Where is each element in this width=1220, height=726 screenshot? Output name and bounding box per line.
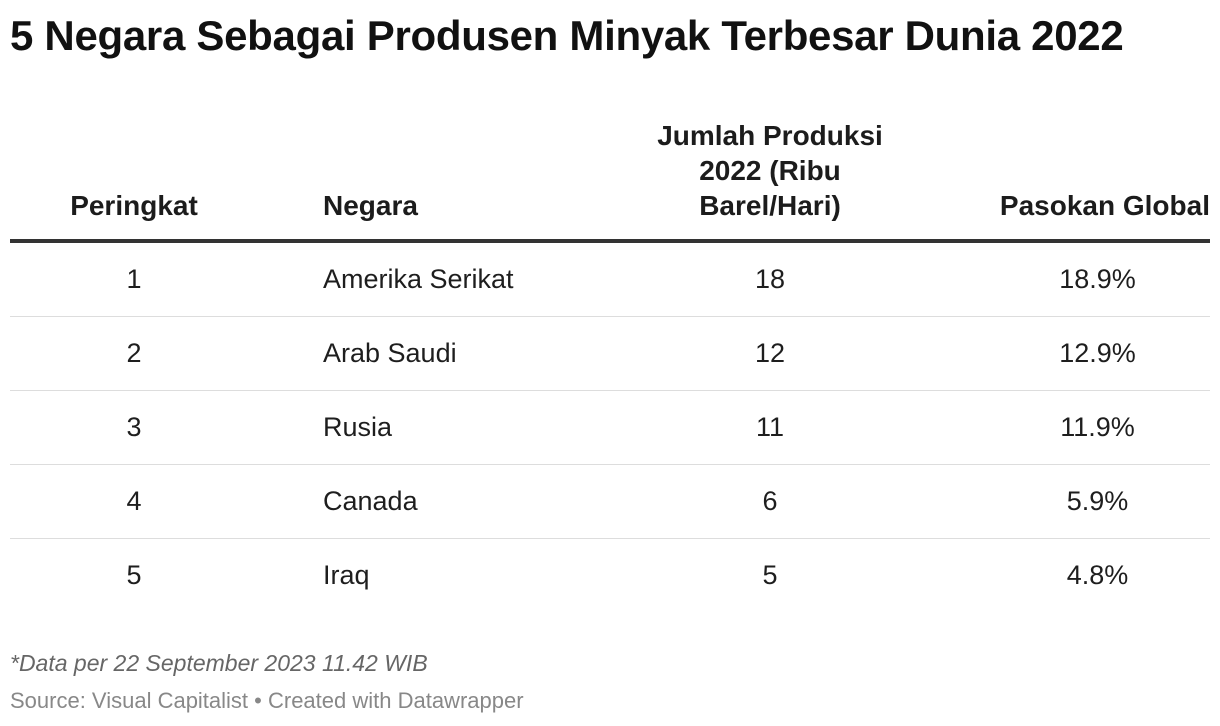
header-rank: Peringkat [70, 190, 198, 221]
cell-production: 12 [754, 338, 786, 368]
source-footer: Source: Visual Capitalist • Created with… [10, 688, 524, 713]
cell-rank: 2 [126, 338, 142, 368]
table-row: 3 Rusia 11 11.9% [10, 391, 1210, 465]
cell-share: 12.9% [1059, 338, 1136, 368]
cell-rank: 1 [126, 264, 142, 294]
data-note: *Data per 22 September 2023 11.42 WIB [10, 650, 428, 676]
header-production-line3: Barel/Hari) [699, 190, 841, 221]
table-row: 1 Amerika Serikat 18 18.9% [10, 243, 1210, 317]
header-share: Pasokan Global [999, 190, 1210, 221]
cell-share: 5.9% [1066, 486, 1129, 516]
header-country: Negara [323, 190, 418, 221]
cell-share: 18.9% [1059, 264, 1136, 294]
cell-production: 5 [762, 560, 778, 590]
cell-country: Amerika Serikat [323, 264, 514, 294]
table-row: 2 Arab Saudi 12 12.9% [10, 317, 1210, 391]
cell-production: 18 [754, 264, 786, 294]
data-table: Peringkat Negara Jumlah Produksi 2022 (R… [10, 112, 1210, 612]
cell-country: Rusia [323, 412, 393, 442]
cell-rank: 4 [126, 486, 142, 516]
cell-share: 11.9% [1060, 412, 1135, 442]
cell-country: Iraq [323, 560, 370, 590]
cell-share: 4.8% [1066, 560, 1129, 590]
header-production: Jumlah Produksi 2022 (Ribu Barel/Hari) [620, 118, 920, 223]
chart-title: 5 Negara Sebagai Produsen Minyak Terbesa… [10, 12, 1124, 59]
cell-country: Canada [323, 486, 418, 516]
cell-production: 6 [762, 486, 778, 516]
table-row: 5 Iraq 5 4.8% [10, 539, 1210, 612]
header-production-line1: Jumlah Produksi [657, 120, 883, 151]
table-header: Peringkat Negara Jumlah Produksi 2022 (R… [10, 112, 1210, 243]
cell-rank: 5 [126, 560, 142, 590]
cell-country: Arab Saudi [323, 338, 457, 368]
header-production-line2: 2022 (Ribu [699, 155, 841, 186]
cell-rank: 3 [126, 412, 142, 442]
cell-production: 11 [755, 412, 785, 442]
table-row: 4 Canada 6 5.9% [10, 465, 1210, 539]
